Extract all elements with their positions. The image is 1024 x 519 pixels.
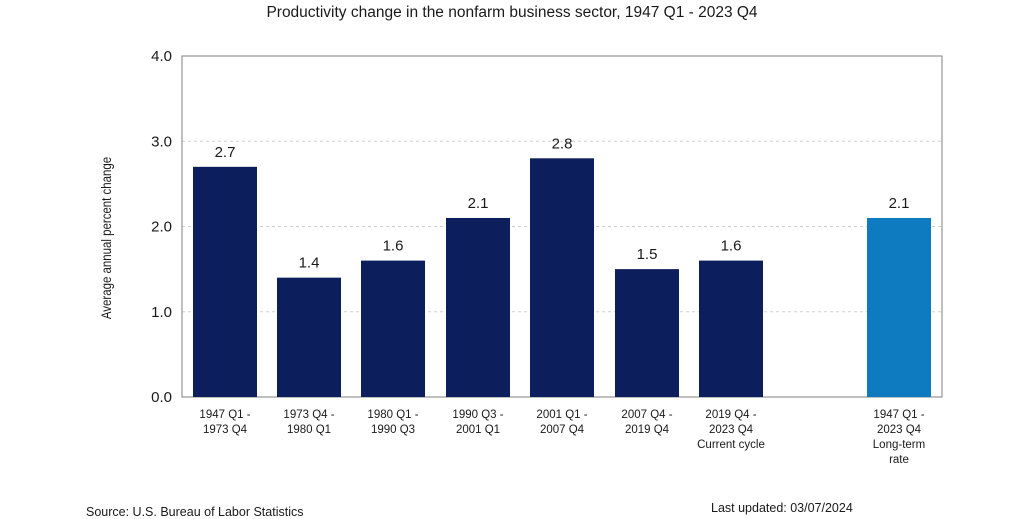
- x-tick-label: 2007 Q4: [540, 424, 585, 436]
- source-note: Source: U.S. Bureau of Labor Statistics: [86, 505, 304, 519]
- bar: [193, 166, 257, 397]
- data-label: 2.1: [468, 195, 489, 212]
- x-tick-label: 1947 Q1 -: [873, 409, 924, 421]
- data-label: 2.1: [889, 195, 910, 212]
- y-tick-label: 1.0: [151, 304, 172, 321]
- x-tick-label: 1947 Q1 -: [199, 409, 250, 421]
- y-axis-label: Average annual percent change: [99, 157, 114, 319]
- x-tick-label: 1990 Q3: [371, 424, 415, 436]
- x-tick-label: rate: [889, 454, 909, 466]
- x-tick-label: Current cycle: [697, 439, 765, 451]
- chart-title: Productivity change in the nonfarm busin…: [266, 4, 758, 21]
- bar: [867, 217, 931, 397]
- data-label: 1.5: [637, 246, 658, 263]
- x-tick-label: 1973 Q4: [203, 424, 248, 436]
- bar: [361, 260, 425, 397]
- x-tick-label: 2001 Q1: [456, 424, 500, 436]
- x-tick-label: Long-term: [873, 439, 925, 451]
- x-tick-label: 2019 Q4: [625, 424, 670, 436]
- bar: [699, 260, 763, 397]
- y-tick-label: 4.0: [151, 48, 172, 65]
- data-label: 2.8: [552, 135, 573, 152]
- x-tick-label: 1990 Q3 -: [452, 409, 503, 421]
- last-updated: Last updated: 03/07/2024: [711, 501, 853, 515]
- x-tick-label: 2019 Q4 -: [705, 409, 756, 421]
- data-label: 2.7: [215, 144, 236, 161]
- bar: [277, 277, 341, 397]
- data-label: 1.4: [299, 255, 320, 272]
- y-tick-label: 3.0: [151, 133, 172, 150]
- x-tick-label: 2007 Q4 -: [621, 409, 672, 421]
- x-tick-label: 2023 Q4: [709, 424, 754, 436]
- x-tick-label: 2023 Q4: [877, 424, 922, 436]
- bar: [530, 158, 594, 397]
- x-tick-label: 1973 Q4 -: [283, 409, 334, 421]
- bar: [615, 269, 679, 397]
- y-tick-label: 2.0: [151, 219, 172, 236]
- bar: [446, 217, 510, 397]
- x-tick-label: 1980 Q1: [287, 424, 331, 436]
- data-label: 1.6: [383, 238, 404, 255]
- x-tick-label: 2001 Q1 -: [536, 409, 587, 421]
- x-tick-label: 1980 Q1 -: [367, 409, 418, 421]
- y-tick-label: 0.0: [151, 389, 172, 406]
- data-label: 1.6: [721, 238, 742, 255]
